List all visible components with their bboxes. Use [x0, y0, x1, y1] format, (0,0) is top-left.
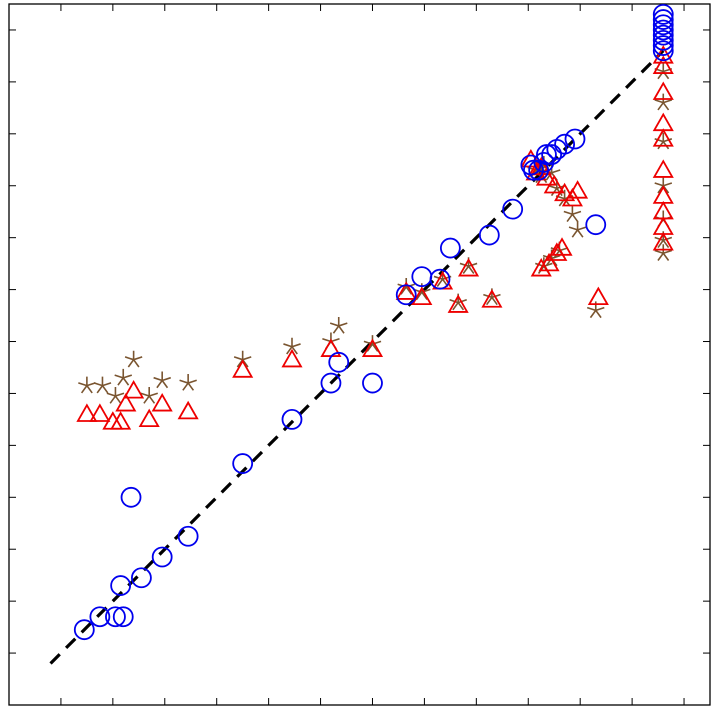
star-marker — [106, 387, 125, 404]
circle-marker — [652, 40, 674, 62]
triangle-marker — [447, 294, 469, 313]
circle-marker — [429, 268, 451, 290]
circle-marker — [232, 453, 254, 474]
circle-marker — [112, 606, 134, 628]
star-marker — [153, 371, 171, 389]
circle-marker — [536, 144, 557, 165]
circle-marker — [281, 409, 303, 430]
triangle-marker — [551, 237, 573, 256]
star-marker — [114, 368, 133, 386]
triangle-marker — [652, 55, 674, 74]
star-marker — [449, 293, 467, 311]
axes-frame — [8, 3, 711, 706]
triangle-marker — [652, 112, 674, 132]
circle-marker — [328, 351, 350, 373]
circle-marker — [478, 224, 500, 246]
star-marker — [433, 270, 452, 287]
triangle-marker — [538, 252, 560, 272]
circle-marker — [320, 372, 342, 394]
triangle-marker — [123, 380, 145, 399]
reference-diagonal-line — [49, 49, 665, 665]
triangle-marker — [138, 408, 160, 428]
triangle-marker — [232, 359, 254, 378]
star-marker — [329, 316, 348, 334]
star-marker — [179, 374, 197, 391]
triangle-marker — [395, 281, 417, 300]
triangle-marker — [151, 393, 173, 412]
triangle-marker — [652, 159, 674, 178]
triangle-marker — [177, 400, 199, 420]
circle-marker — [652, 3, 674, 25]
triangle-marker — [543, 174, 565, 194]
circle-marker — [89, 606, 111, 628]
star-marker — [654, 62, 673, 80]
circle-marker — [652, 19, 674, 41]
circle-marker — [120, 486, 142, 508]
star-marker — [568, 220, 587, 238]
triangle-marker — [281, 348, 303, 368]
triangle-marker — [457, 258, 480, 277]
star-marker — [78, 376, 96, 394]
triangle-marker — [652, 128, 674, 147]
circle-marker — [554, 133, 576, 155]
star-marker — [459, 257, 478, 274]
circle-marker — [652, 24, 674, 46]
triangle-marker — [361, 338, 384, 357]
triangle-marker — [587, 286, 609, 306]
triangle-marker — [115, 393, 137, 412]
star-marker — [654, 244, 673, 262]
circle-marker — [652, 29, 674, 51]
circle-marker — [177, 525, 199, 547]
triangle-marker — [546, 242, 568, 261]
circle-marker — [541, 144, 563, 165]
circle-marker — [73, 619, 95, 641]
circle-marker — [395, 284, 417, 306]
plot-frame — [8, 3, 711, 706]
circle-marker — [131, 567, 152, 589]
star-marker — [654, 231, 673, 249]
triangle-marker — [554, 182, 576, 202]
circle-marker — [564, 128, 586, 150]
circle-marker — [652, 35, 674, 56]
triangle-marker — [110, 411, 132, 430]
triangle-marker — [652, 232, 674, 251]
star-marker — [124, 350, 143, 368]
circle-marker — [105, 606, 126, 628]
star-marker — [483, 288, 501, 306]
data-marks — [49, 3, 674, 665]
star-marker — [563, 205, 582, 223]
circle-marker — [439, 237, 461, 259]
circle-marker — [533, 151, 555, 173]
triangle-marker — [481, 289, 503, 308]
star-marker — [283, 337, 301, 355]
circle-marker — [652, 14, 674, 36]
circle-marker — [523, 159, 544, 181]
star-marker — [654, 93, 673, 111]
triangle-marker — [535, 167, 557, 186]
star-marker — [93, 376, 112, 394]
star-marker — [586, 301, 605, 319]
triangle-marker — [89, 403, 111, 422]
star-marker — [233, 350, 252, 368]
star-marker — [140, 387, 159, 404]
triangle-marker — [567, 180, 589, 199]
circle-marker — [362, 372, 383, 394]
circle-marker — [502, 198, 524, 220]
circle-marker — [110, 575, 132, 596]
circle-marker — [151, 546, 173, 568]
triangle-marker — [530, 258, 552, 277]
star-marker — [654, 176, 673, 194]
triangle-marker — [652, 185, 674, 204]
triangle-marker — [411, 286, 433, 306]
triangle-marker — [652, 81, 674, 100]
circle-marker — [585, 214, 607, 236]
triangle-marker — [76, 403, 98, 422]
circle-marker — [652, 9, 674, 30]
